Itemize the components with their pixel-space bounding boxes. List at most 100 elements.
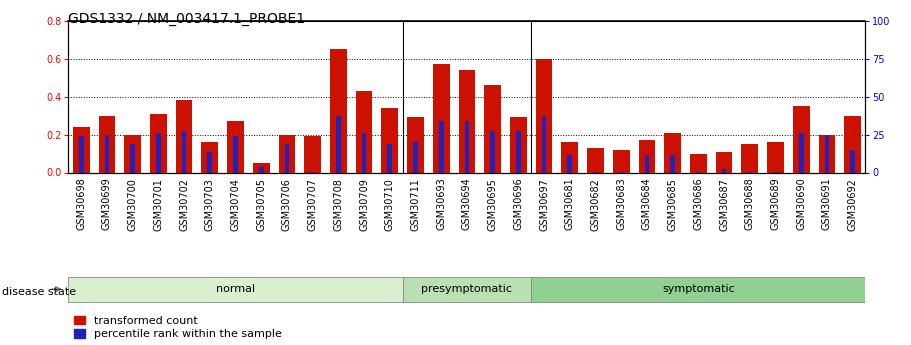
Bar (542, 117, 547, 172)
Bar (279, 135, 295, 172)
Text: GSM30684: GSM30684 (642, 178, 652, 230)
Text: GSM30681: GSM30681 (565, 178, 575, 230)
Bar (336, 116, 341, 172)
Bar (130, 144, 135, 172)
Bar (742, 144, 758, 172)
Bar (403, 277, 531, 302)
Bar (799, 132, 804, 172)
Text: GSM30706: GSM30706 (281, 178, 292, 230)
Text: GSM30710: GSM30710 (384, 178, 394, 230)
Bar (593, 171, 598, 172)
Bar (253, 163, 270, 172)
Bar (510, 117, 527, 172)
Text: GSM30702: GSM30702 (179, 178, 189, 231)
Bar (818, 135, 835, 172)
Bar (98, 116, 116, 172)
Bar (284, 144, 289, 172)
Text: GSM30685: GSM30685 (668, 178, 678, 230)
Text: GSM30698: GSM30698 (77, 178, 87, 230)
Bar (722, 169, 726, 172)
Bar (304, 137, 321, 172)
Bar (485, 85, 501, 172)
Text: disease state: disease state (2, 287, 76, 296)
Text: GSM30689: GSM30689 (771, 178, 781, 230)
Bar (747, 171, 752, 172)
Bar (433, 65, 449, 172)
Bar (568, 155, 572, 172)
Bar (516, 131, 521, 172)
Text: GSM30682: GSM30682 (590, 178, 600, 230)
Text: GSM30697: GSM30697 (539, 178, 549, 230)
Bar (382, 108, 398, 172)
Bar (664, 132, 681, 172)
Bar (387, 144, 392, 172)
Text: presymptomatic: presymptomatic (422, 284, 512, 294)
Bar (73, 127, 89, 172)
Bar (490, 131, 495, 172)
Text: GSM30696: GSM30696 (513, 178, 523, 230)
Bar (850, 150, 855, 172)
Bar (124, 135, 141, 172)
Bar (696, 171, 701, 172)
Bar (208, 152, 212, 172)
Text: GSM30701: GSM30701 (153, 178, 163, 230)
Bar (79, 137, 84, 172)
Text: GSM30711: GSM30711 (411, 178, 421, 230)
Bar (181, 131, 187, 172)
Bar (619, 171, 623, 172)
Bar (259, 167, 263, 172)
Text: GSM30686: GSM30686 (693, 178, 703, 230)
Bar (613, 150, 630, 172)
Bar (531, 277, 865, 302)
Bar (716, 152, 732, 172)
Text: GSM30691: GSM30691 (822, 178, 832, 230)
Text: GSM30693: GSM30693 (436, 178, 446, 230)
Bar (639, 140, 655, 172)
Bar (767, 142, 783, 172)
Bar (150, 114, 167, 172)
Text: GSM30705: GSM30705 (256, 178, 266, 231)
Bar (824, 135, 829, 172)
Bar (413, 142, 418, 172)
Bar (561, 142, 578, 172)
Text: GSM30683: GSM30683 (616, 178, 626, 230)
Text: GSM30688: GSM30688 (744, 178, 754, 230)
Bar (670, 155, 675, 172)
Bar (201, 142, 218, 172)
Bar (233, 137, 238, 172)
Bar (105, 135, 109, 172)
Text: GSM30695: GSM30695 (487, 178, 497, 230)
Text: GDS1332 / NM_003417.1_PROBE1: GDS1332 / NM_003417.1_PROBE1 (68, 12, 305, 26)
Bar (773, 171, 778, 172)
Text: GSM30700: GSM30700 (128, 178, 138, 230)
Bar (311, 171, 315, 172)
Bar (439, 121, 444, 172)
Text: symptomatic: symptomatic (662, 284, 734, 294)
Bar (227, 121, 244, 172)
Bar (690, 154, 707, 172)
Text: GSM30694: GSM30694 (462, 178, 472, 230)
Bar (844, 116, 861, 172)
Text: GSM30692: GSM30692 (847, 178, 857, 230)
Bar (465, 121, 469, 172)
Text: GSM30690: GSM30690 (796, 178, 806, 230)
Bar (407, 117, 424, 172)
Text: GSM30687: GSM30687 (719, 178, 729, 230)
Text: GSM30709: GSM30709 (359, 178, 369, 230)
Bar (176, 100, 192, 172)
Bar (330, 49, 347, 172)
Bar (587, 148, 604, 172)
Bar (536, 59, 552, 172)
Text: GSM30707: GSM30707 (308, 178, 318, 231)
Text: GSM30704: GSM30704 (230, 178, 241, 230)
Bar (458, 70, 476, 172)
Bar (793, 106, 810, 172)
Bar (645, 155, 650, 172)
Text: GSM30699: GSM30699 (102, 178, 112, 230)
Text: GSM30708: GSM30708 (333, 178, 343, 230)
Legend: transformed count, percentile rank within the sample: transformed count, percentile rank withi… (74, 316, 281, 339)
Bar (68, 277, 403, 302)
Bar (362, 132, 366, 172)
Bar (355, 91, 373, 172)
Text: normal: normal (216, 284, 255, 294)
